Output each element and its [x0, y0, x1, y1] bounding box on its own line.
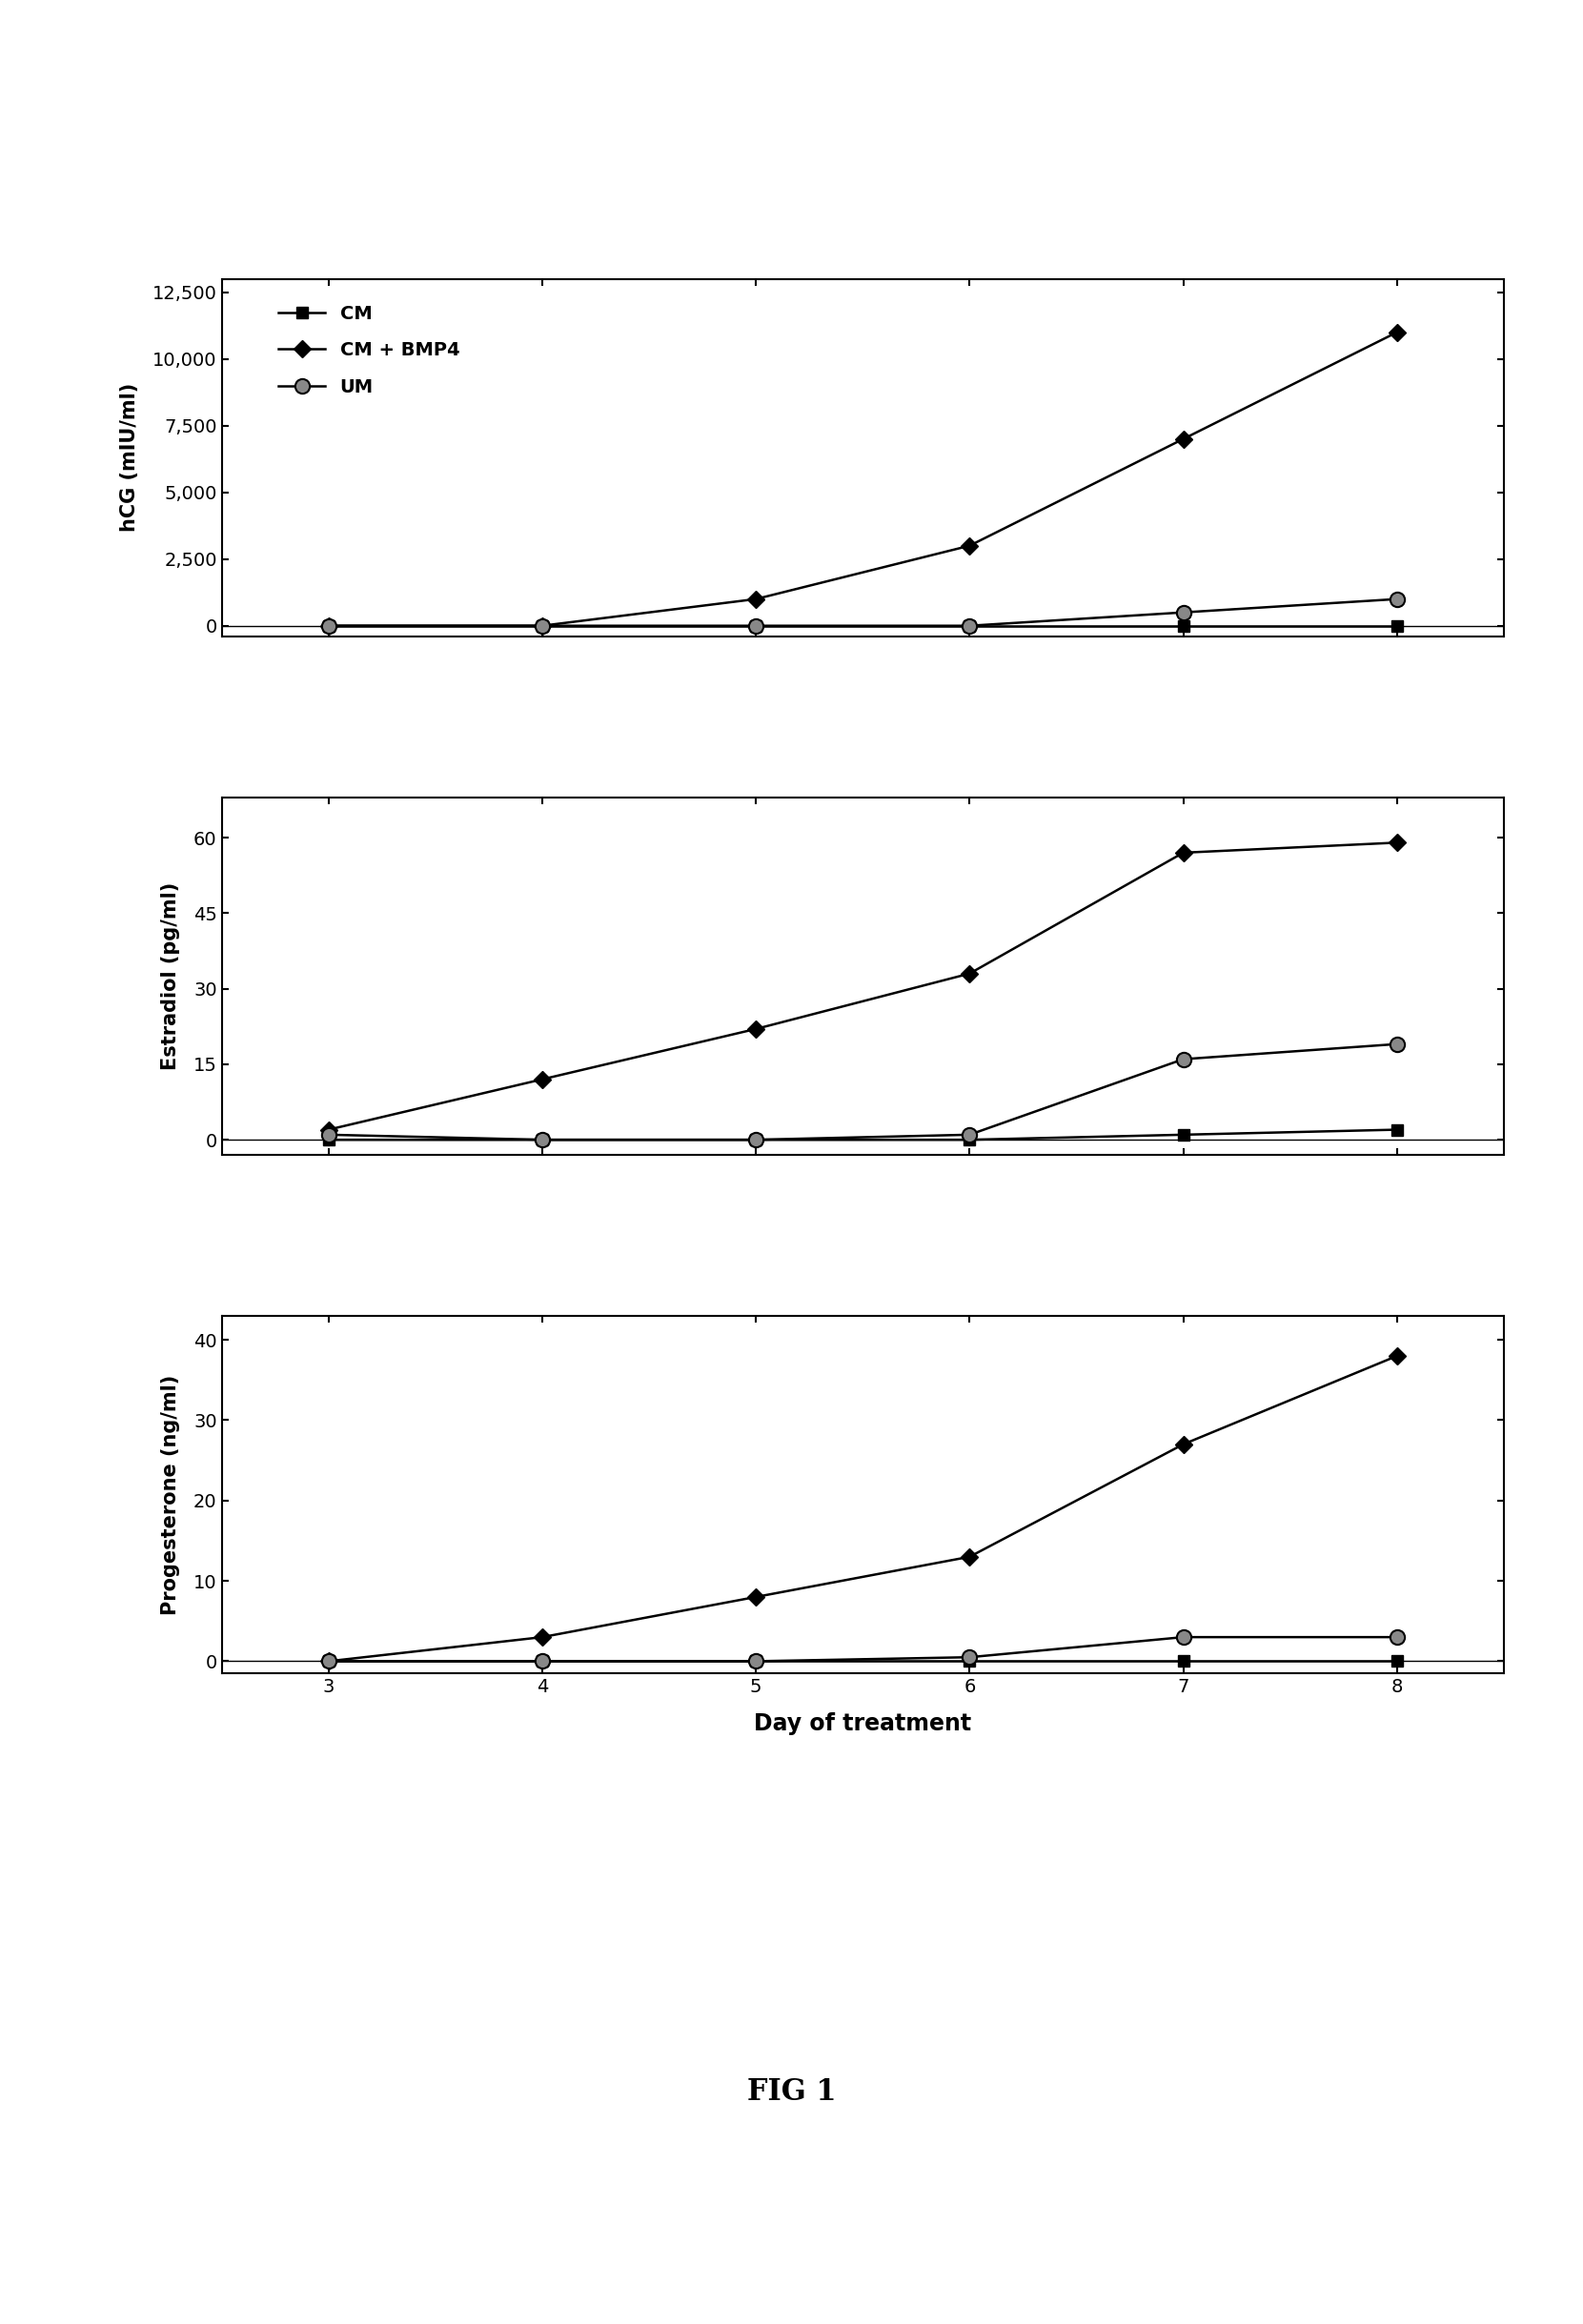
- CM: [320, 611, 339, 639]
- UM: [1173, 1622, 1194, 1650]
- CM + BMP4: [746, 1016, 765, 1043]
- CM + BMP4: [746, 586, 765, 614]
- CM: [532, 1125, 551, 1153]
- Legend: CM, CM + BMP4, UM: CM, CM + BMP4, UM: [269, 295, 469, 404]
- CM: [1387, 1116, 1406, 1143]
- UM: [1387, 586, 1406, 614]
- CM + BMP4: [1173, 1429, 1194, 1457]
- CM + BMP4: [532, 1064, 551, 1092]
- UM: [746, 1125, 765, 1153]
- Line: UM: UM: [321, 1629, 1404, 1669]
- Line: CM + BMP4: CM + BMP4: [323, 325, 1403, 632]
- Line: UM: UM: [321, 593, 1404, 632]
- UM: [746, 1648, 765, 1676]
- UM: [532, 611, 551, 639]
- CM: [1387, 611, 1406, 639]
- CM + BMP4: [1173, 425, 1194, 453]
- CM + BMP4: [320, 1648, 339, 1676]
- CM: [959, 611, 978, 639]
- UM: [532, 1125, 551, 1153]
- CM: [959, 1648, 978, 1676]
- CM + BMP4: [320, 1116, 339, 1143]
- Line: CM: CM: [323, 1657, 1403, 1666]
- Line: CM: CM: [323, 621, 1403, 632]
- CM + BMP4: [532, 611, 551, 639]
- CM + BMP4: [1173, 839, 1194, 867]
- UM: [1173, 600, 1194, 627]
- Line: UM: UM: [321, 1037, 1404, 1148]
- CM: [746, 1125, 765, 1153]
- CM + BMP4: [959, 1543, 978, 1571]
- UM: [320, 611, 339, 639]
- X-axis label: Day of treatment: Day of treatment: [754, 1713, 972, 1734]
- UM: [746, 611, 765, 639]
- UM: [532, 1648, 551, 1676]
- CM + BMP4: [1387, 830, 1406, 858]
- Y-axis label: hCG (mIU/ml): hCG (mIU/ml): [120, 383, 139, 532]
- CM: [959, 1125, 978, 1153]
- CM + BMP4: [959, 532, 978, 560]
- Y-axis label: Estradiol (pg/ml): Estradiol (pg/ml): [161, 883, 180, 1069]
- UM: [959, 1120, 978, 1148]
- Text: FIG 1: FIG 1: [747, 2078, 836, 2106]
- UM: [320, 1120, 339, 1148]
- UM: [959, 611, 978, 639]
- Line: CM: CM: [323, 1125, 1403, 1146]
- CM + BMP4: [320, 611, 339, 639]
- CM + BMP4: [959, 960, 978, 988]
- CM: [320, 1125, 339, 1153]
- Line: CM + BMP4: CM + BMP4: [323, 1350, 1403, 1666]
- CM: [746, 1648, 765, 1676]
- Y-axis label: Progesterone (ng/ml): Progesterone (ng/ml): [161, 1373, 180, 1615]
- UM: [1387, 1030, 1406, 1057]
- UM: [1173, 1046, 1194, 1074]
- CM + BMP4: [1387, 1341, 1406, 1369]
- CM: [1173, 1648, 1194, 1676]
- CM: [532, 611, 551, 639]
- CM: [1173, 611, 1194, 639]
- UM: [1387, 1622, 1406, 1650]
- UM: [320, 1648, 339, 1676]
- CM: [320, 1648, 339, 1676]
- CM + BMP4: [532, 1622, 551, 1650]
- CM: [746, 611, 765, 639]
- CM: [1387, 1648, 1406, 1676]
- CM + BMP4: [1387, 318, 1406, 346]
- Line: CM + BMP4: CM + BMP4: [323, 837, 1403, 1136]
- UM: [959, 1643, 978, 1671]
- CM: [1173, 1120, 1194, 1148]
- CM: [532, 1648, 551, 1676]
- CM + BMP4: [746, 1583, 765, 1611]
